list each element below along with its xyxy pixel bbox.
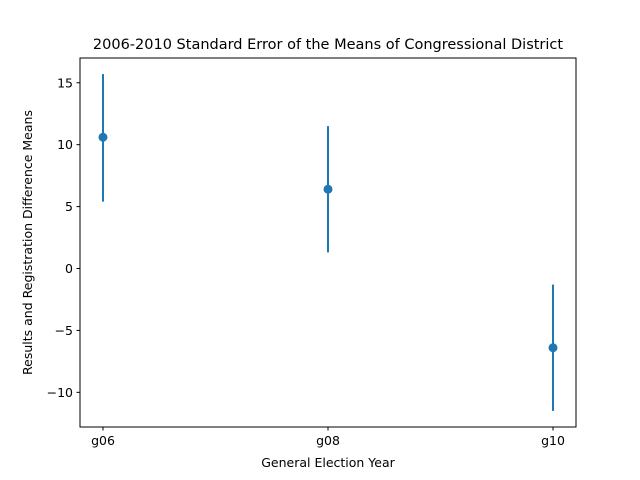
plot-area: 15 10 5 0 −5 −10 g06 g08 g10 (47, 57, 577, 448)
x-tick-label: g06 (91, 433, 115, 448)
y-axis-ticks: 15 10 5 0 −5 −10 (47, 75, 80, 400)
y-tick-label: 0 (65, 261, 73, 276)
y-tick-label: −5 (55, 323, 73, 338)
x-axis-ticks: g06 g08 g10 (91, 427, 565, 448)
data-point-g10 (548, 343, 558, 353)
data-point-g06 (98, 132, 108, 142)
data-point-g08 (323, 184, 333, 194)
x-tick-label: g10 (541, 433, 565, 448)
x-axis-label: General Election Year (261, 455, 395, 470)
y-tick-label: 5 (65, 199, 73, 214)
y-tick-label: −10 (47, 385, 73, 400)
chart-title: 2006-2010 Standard Error of the Means of… (93, 37, 563, 53)
y-axis-label: Results and Registration Difference Mean… (20, 110, 35, 375)
axes-frame (79, 57, 577, 428)
y-tick-label: 10 (57, 137, 73, 152)
x-tick-label: g08 (316, 433, 340, 448)
data-points (98, 132, 558, 353)
y-tick-label: 15 (57, 75, 73, 90)
